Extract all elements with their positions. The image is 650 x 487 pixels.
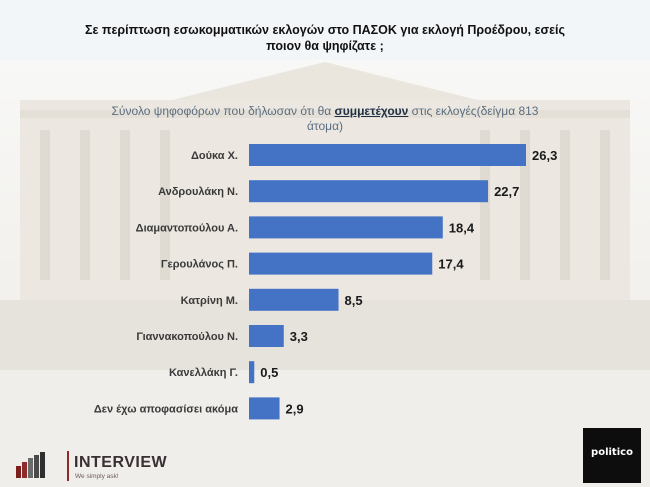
category-label: Γερουλάνος Π. bbox=[161, 259, 238, 271]
category-label: Δούκα Χ. bbox=[191, 150, 238, 162]
subtitle-text-pre: Σύνολο ψηφοφόρων που δήλωσαν ότι θα bbox=[111, 104, 335, 118]
brand-divider bbox=[67, 451, 69, 481]
value-label: 2,9 bbox=[286, 401, 304, 416]
bar bbox=[249, 288, 339, 311]
bar bbox=[249, 397, 280, 420]
politico-wordmark: politico bbox=[591, 447, 633, 458]
value-label: 17,4 bbox=[438, 257, 464, 272]
category-label: Ανδρουλάκη Ν. bbox=[158, 186, 238, 198]
subtitle-text-post: στις εκλογές(δείγμα 813 άτομα) bbox=[306, 104, 539, 133]
chart-title: Σε περίπτωση εσωκομματικών εκλογών στο Π… bbox=[85, 23, 565, 53]
brand-name: INTERVIEW bbox=[74, 454, 168, 471]
value-label: 18,4 bbox=[449, 220, 475, 235]
bar bbox=[249, 325, 284, 347]
politico-logo: politico bbox=[583, 428, 641, 483]
bar bbox=[249, 180, 489, 203]
brand-tagline: We simply ask! bbox=[75, 473, 119, 480]
bar bbox=[249, 361, 255, 384]
category-label: Διαμαντοπούλου Α. bbox=[136, 222, 238, 234]
interview-logo: INTERVIEW We simply ask! bbox=[16, 448, 168, 484]
bar bbox=[249, 144, 526, 166]
category-label: Κατρίνη Μ. bbox=[181, 295, 238, 307]
value-label: 3,3 bbox=[290, 329, 308, 344]
interview-bars-icon bbox=[16, 452, 45, 478]
chart-subtitle: Σύνολο ψηφοφόρων που δήλωσαν ότι θα συμμ… bbox=[110, 104, 540, 134]
value-label: 22,7 bbox=[494, 184, 519, 199]
bar bbox=[249, 252, 433, 275]
category-label: Κανελλάκη Γ. bbox=[169, 367, 238, 379]
value-label: 0,5 bbox=[260, 365, 278, 380]
subtitle-emphasis: συμμετέχουν bbox=[334, 104, 409, 118]
category-label: Δεν έχω αποφασίσει ακόμα bbox=[94, 403, 238, 415]
category-label: Γιαννακοπούλου Ν. bbox=[136, 331, 238, 343]
value-label: 8,5 bbox=[345, 293, 363, 308]
bar bbox=[249, 216, 443, 239]
value-label: 26,3 bbox=[532, 148, 557, 163]
